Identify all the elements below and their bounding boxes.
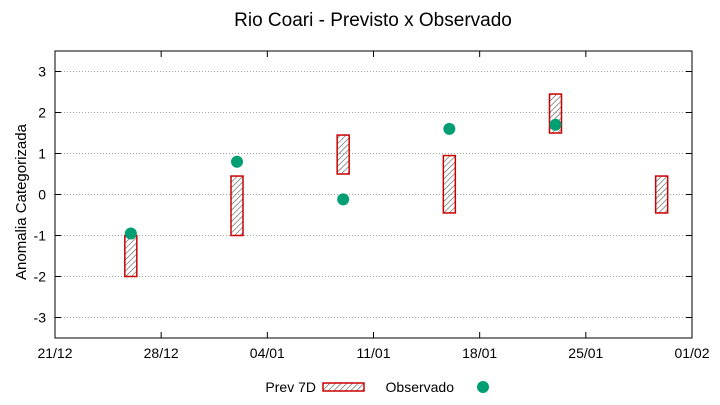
x-tick-label: 04/01 (250, 345, 285, 361)
plot-area (124, 93, 669, 278)
forecast-range-box (442, 154, 457, 214)
x-tick-label: 18/01 (462, 345, 497, 361)
plot-frame (54, 50, 693, 339)
forecast-range-box (654, 175, 669, 214)
axes: -3 -2 -1 0 1 2 3 21/12 28/12 04/01 11/01 18/01 25/01… (34, 50, 710, 361)
observed-point (443, 122, 456, 135)
legend-label: Prev 7D (265, 379, 316, 395)
observed-point (549, 118, 562, 131)
y-axis-label: Anomalia Categorizada (13, 123, 30, 280)
legend-label: Observado (386, 379, 455, 395)
y-tick-label: -1 (34, 228, 47, 244)
observed-point (231, 155, 243, 168)
grid (55, 71, 692, 318)
observed-point (124, 227, 137, 240)
legend-swatch (477, 381, 489, 393)
legend-swatch (322, 382, 365, 392)
y-tick-label: 3 (38, 64, 46, 80)
x-tick-label: 11/01 (357, 345, 391, 361)
legend: Prev 7D Observado (265, 379, 489, 395)
x-tick-label: 28/12 (144, 345, 179, 361)
x-tick-label: 01/02 (674, 345, 709, 361)
y-tick-label: 1 (38, 146, 46, 162)
y-tick-label: -2 (34, 269, 47, 285)
y-tick-label: 2 (38, 105, 46, 121)
forecast-range-box (124, 234, 138, 278)
y-tick-label: 0 (38, 187, 46, 203)
x-tick-label: 21/12 (37, 345, 72, 361)
forecast-range-box (230, 175, 244, 237)
forecast-range-box (336, 134, 350, 175)
x-tick-label: 25/01 (568, 345, 603, 361)
observed-point (337, 193, 350, 206)
chart-title: Rio Coari - Previsto x Observado (234, 10, 512, 31)
y-tick-label: -3 (34, 310, 47, 326)
